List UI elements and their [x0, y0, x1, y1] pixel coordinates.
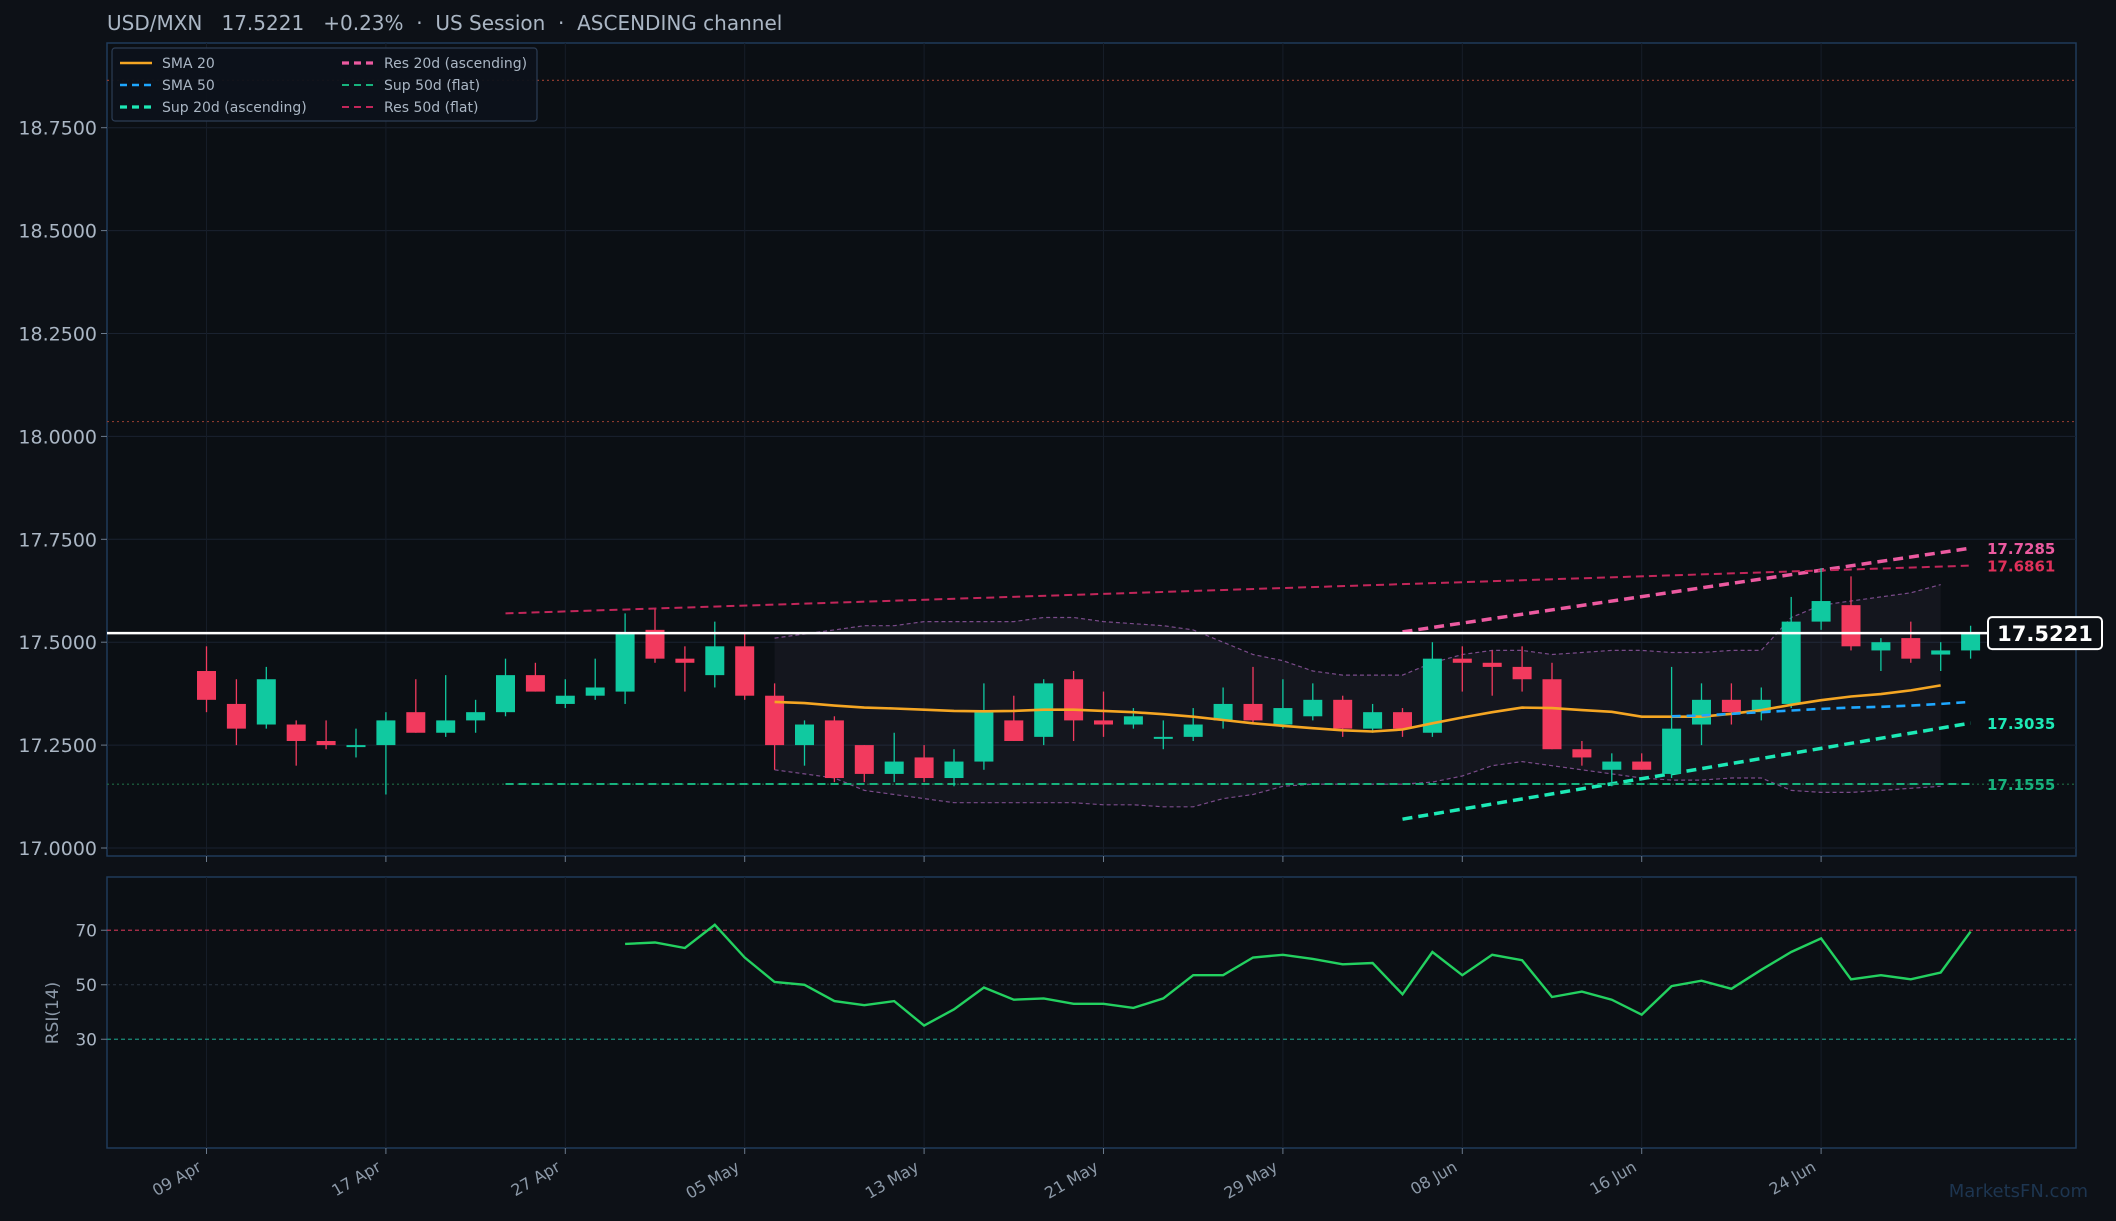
candle-up — [884, 761, 904, 774]
candle-up — [585, 687, 605, 696]
candle-up — [466, 712, 486, 721]
rsi-y-tick-label: 30 — [75, 1030, 97, 1050]
level-line-res-50d-flat- — [505, 564, 1971, 615]
candle-down — [645, 629, 665, 659]
y-tick-label: 17.2500 — [18, 735, 97, 757]
rsi-y-tick-label: 50 — [75, 976, 97, 996]
watermark: MarketsFN.com — [1949, 1181, 2088, 1202]
legend-box — [111, 47, 538, 122]
candle-down — [1512, 666, 1532, 680]
candle-up — [1871, 642, 1891, 651]
candle-up — [1273, 708, 1293, 725]
legend-entry-label: Sup 20d (ascending) — [162, 100, 307, 116]
series-line-sma-20 — [774, 684, 1941, 733]
candle-down — [1393, 712, 1412, 729]
y-tick-label: 17.0000 — [18, 838, 97, 860]
candle-down — [1721, 699, 1741, 713]
candle-up — [555, 695, 575, 704]
last-price-label: 17.5221 — [1997, 622, 2093, 646]
candle-up — [795, 724, 814, 746]
candle-up — [436, 720, 456, 733]
legend: SMA 20 SMA 50 Sup 20d (ascending) Res 20d (… — [111, 47, 538, 122]
candle-up — [974, 712, 994, 762]
candle-down — [854, 745, 874, 774]
candle-down — [824, 720, 844, 779]
candle-down — [286, 724, 306, 741]
candle-up — [1123, 716, 1143, 725]
candle-up — [1692, 699, 1711, 725]
candle-down — [735, 646, 755, 696]
candle-up — [1363, 712, 1383, 729]
candle-up — [1213, 703, 1233, 721]
candle-down — [1333, 699, 1353, 729]
candle-up — [615, 633, 635, 692]
candle-down — [226, 703, 246, 729]
candle-up — [496, 675, 515, 713]
candle-down — [1064, 679, 1084, 721]
last-price-badge — [1987, 616, 2103, 651]
legend-entry-label: SMA 20 — [162, 56, 215, 72]
candle-up — [1153, 736, 1173, 739]
candle-up — [376, 720, 396, 746]
candle-up — [346, 745, 366, 748]
candle-down — [675, 658, 695, 663]
candle-down — [1482, 662, 1502, 667]
candle-down — [316, 740, 336, 746]
candle-down — [1094, 720, 1113, 725]
candle-down — [765, 695, 785, 746]
candle-up — [1662, 728, 1682, 774]
legend-entry-label: Res 20d (ascending) — [384, 56, 527, 72]
candle-up — [1811, 601, 1831, 622]
rsi-axis-label: RSI(14) — [43, 982, 63, 1045]
candle-down — [525, 675, 545, 692]
candle-down — [1004, 720, 1024, 741]
candle-up — [944, 761, 964, 779]
candle-up — [1183, 724, 1203, 737]
price-panel-frame — [106, 42, 2077, 857]
rsi-y-tick-label: 70 — [75, 921, 97, 941]
y-tick-label: 18.5000 — [18, 221, 97, 243]
level-value-label: 17.3035 — [1987, 715, 2055, 733]
candle-down — [1572, 749, 1592, 758]
y-tick-label: 18.0000 — [18, 426, 97, 448]
y-tick-label: 17.7500 — [18, 529, 97, 551]
candle-down — [1632, 761, 1652, 770]
candle-down — [1243, 703, 1263, 721]
candle-up — [1781, 621, 1801, 704]
legend-entry-label: Sup 50d (flat) — [384, 78, 480, 94]
candle-up — [1303, 699, 1323, 717]
candle-down — [1452, 658, 1472, 663]
legend-entry-label: SMA 50 — [162, 78, 215, 94]
candle-down — [1841, 605, 1861, 647]
candle-down — [914, 757, 934, 779]
candle-down — [1901, 638, 1921, 659]
y-tick-label: 17.5000 — [18, 632, 97, 654]
candle-down — [1542, 679, 1562, 750]
price-panel: 17.0000 17.2500 17.5000 17.7500 18.0000 18.25… — [18, 42, 2103, 862]
series-line-sma-50 — [1671, 700, 1971, 718]
candle-up — [1961, 633, 1981, 651]
level-value-label: 17.7285 — [1987, 540, 2055, 558]
candle-up — [1931, 650, 1951, 655]
candle-up — [705, 646, 725, 676]
y-tick-label: 18.7500 — [18, 118, 97, 140]
legend-entry-label: Res 50d (flat) — [384, 100, 478, 116]
level-line-sup-20d-ascending- — [1402, 721, 1971, 821]
candle-up — [1422, 658, 1442, 733]
level-value-label: 17.1555 — [1987, 776, 2055, 794]
level-value-label: 17.6861 — [1987, 558, 2055, 576]
candle-up — [1602, 761, 1622, 770]
rsi-line — [625, 923, 1972, 1028]
candle-up — [256, 679, 276, 725]
chart-title: USD/MXN 17.5221 +0.23% · US Session · AS… — [107, 11, 782, 35]
bollinger-band-fill — [774, 584, 1941, 807]
rsi-panel-frame — [106, 876, 2077, 1149]
candle-down — [197, 671, 216, 700]
candle-down — [406, 712, 426, 733]
y-tick-label: 18.2500 — [18, 324, 97, 346]
